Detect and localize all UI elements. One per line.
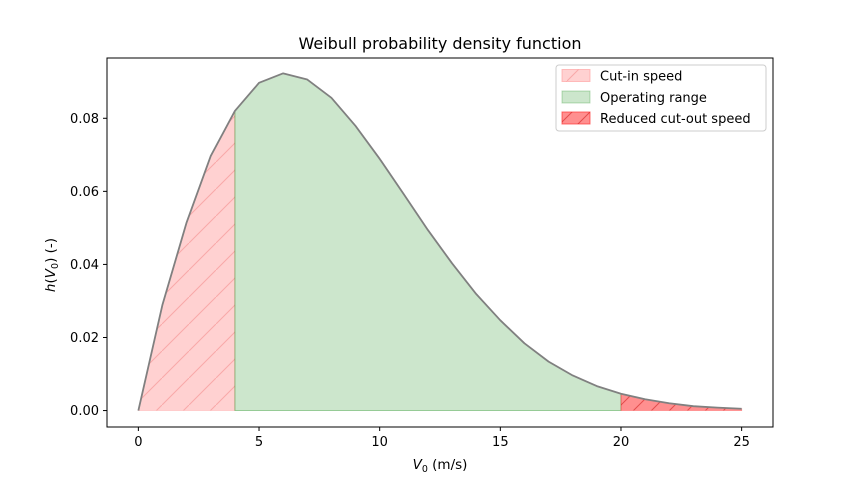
legend-label-cut-in: Cut-in speed <box>600 70 682 85</box>
plot-area <box>106 57 774 428</box>
x-tick-label: 10 <box>371 435 388 450</box>
legend-hatch-cut-in <box>562 69 590 82</box>
legend-frame <box>555 64 767 132</box>
y-tick-label: 0.02 <box>70 331 99 346</box>
y-tick-label: 0.04 <box>70 258 99 273</box>
y-tick-label: 0.08 <box>70 112 99 127</box>
chart-title: Weibull probability density function <box>298 34 581 53</box>
y-axis: 0.00 0.02 0.04 0.06 0.08 <box>70 112 107 419</box>
legend-swatch-operating <box>561 90 591 104</box>
y-axis-title: h(V0) (-) <box>43 238 61 292</box>
x-tick-label: 5 <box>255 435 263 450</box>
region-hatch-reduced-cut-out-speed <box>620 393 742 411</box>
pdf-curve <box>137 72 742 411</box>
legend-label-operating: Operating range <box>600 91 707 106</box>
region-hatch-cut-in-speed <box>138 110 235 411</box>
y-tick-label: 0.00 <box>70 404 99 419</box>
legend-label-cut-out: Reduced cut-out speed <box>600 112 751 127</box>
x-tick-label: 0 <box>134 435 142 450</box>
x-axis: 0 5 10 15 20 25 <box>134 427 750 450</box>
x-axis-title: V0 (m/s) <box>413 457 468 475</box>
x-tick-label: 15 <box>492 435 509 450</box>
y-tick-label: 0.06 <box>70 185 99 200</box>
x-tick-label: 20 <box>613 435 630 450</box>
plot-frame <box>106 57 774 428</box>
legend-hatch-cut-out <box>562 112 590 124</box>
legend: Cut-in speed Operating range Reduced cut… <box>555 64 767 132</box>
x-tick-label: 25 <box>733 435 750 450</box>
